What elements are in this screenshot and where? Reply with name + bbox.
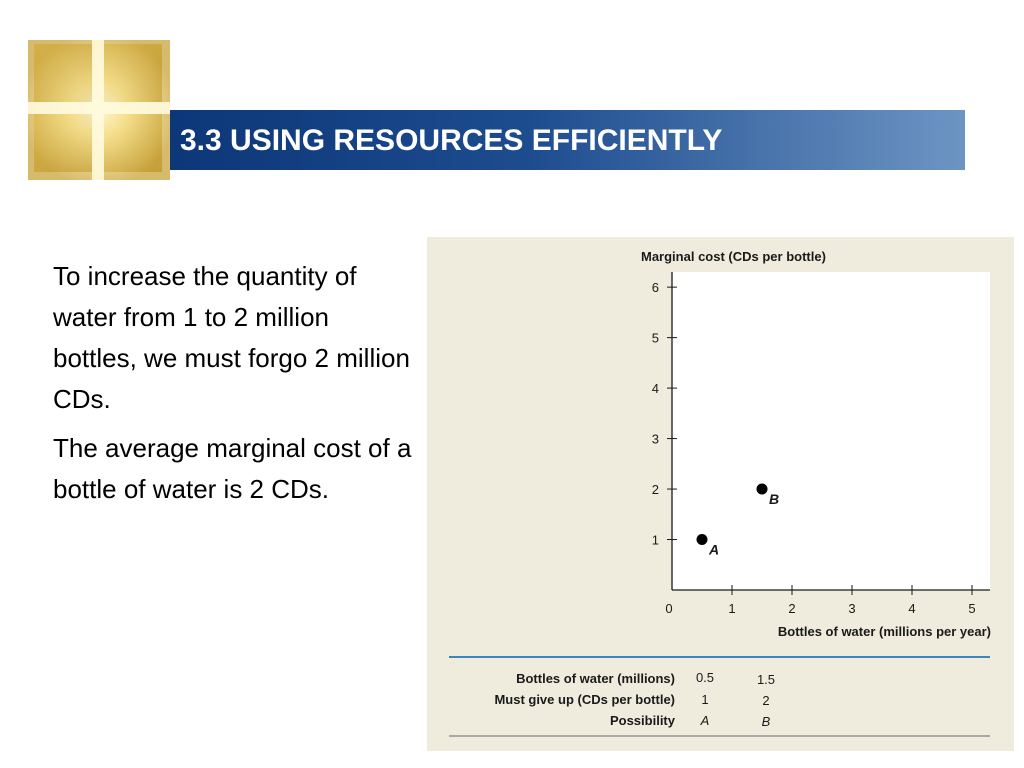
table-cell: 0.5	[695, 670, 715, 685]
x-tick-label: 3	[848, 601, 855, 616]
x-tick-label: 2	[788, 601, 795, 616]
y-tick-label: 3	[652, 432, 659, 447]
y-tick-label: 5	[652, 331, 659, 346]
logo-icon	[28, 40, 170, 180]
title-bar: 3.3 USING RESOURCES EFFICIENTLY	[170, 110, 965, 170]
figure-panel: Marginal cost (CDs per bottle) Bottles o…	[427, 237, 1014, 751]
x-tick-label: 0	[665, 601, 672, 616]
data-point	[756, 483, 768, 495]
table-row-label: Bottles of water (millions)	[516, 671, 675, 686]
y-tick-label: 6	[652, 280, 659, 295]
x-axis-label: Bottles of water (millions per year)	[778, 624, 991, 639]
x-tick-label: 5	[968, 601, 975, 616]
table-cell: 1	[701, 692, 709, 707]
x-tick-label: 1	[728, 601, 735, 616]
plot-area	[672, 272, 990, 590]
table-cell: A	[700, 713, 710, 728]
x-tick-label: 4	[908, 601, 915, 616]
table-row-label: Possibility	[609, 713, 675, 728]
y-tick-label: 2	[652, 482, 659, 497]
page-title: 3.3 USING RESOURCES EFFICIENTLY	[180, 124, 723, 157]
point-label: B	[769, 491, 779, 507]
body-text: To increase the quantity of water from 1…	[53, 256, 413, 518]
y-tick-label: 4	[652, 381, 659, 396]
table-row-label: Must give up (CDs per bottle)	[494, 692, 675, 707]
paragraph-2: The average marginal cost of a bottle of…	[53, 433, 412, 504]
data-point	[696, 534, 708, 546]
scatter-chart: Marginal cost (CDs per bottle) Bottles o…	[449, 249, 991, 737]
point-label: A	[708, 542, 719, 558]
table-cell: 2	[762, 693, 770, 708]
paragraph-1: To increase the quantity of water from 1…	[53, 261, 410, 414]
y-axis-label: Marginal cost (CDs per bottle)	[641, 249, 826, 264]
table-cell: 1.5	[756, 672, 776, 687]
y-tick-label: 1	[652, 533, 659, 548]
table-cell: B	[761, 714, 771, 729]
